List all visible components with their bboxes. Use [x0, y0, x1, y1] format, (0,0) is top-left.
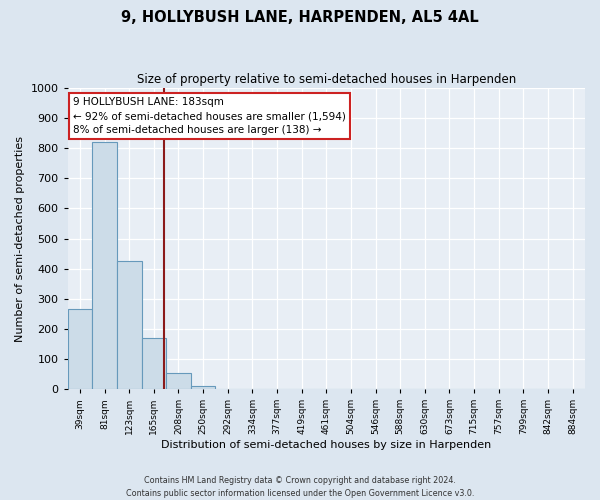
Title: Size of property relative to semi-detached houses in Harpenden: Size of property relative to semi-detach… — [137, 72, 516, 86]
X-axis label: Distribution of semi-detached houses by size in Harpenden: Distribution of semi-detached houses by … — [161, 440, 491, 450]
Text: 9, HOLLYBUSH LANE, HARPENDEN, AL5 4AL: 9, HOLLYBUSH LANE, HARPENDEN, AL5 4AL — [121, 10, 479, 25]
Bar — [191, 386, 215, 389]
Bar — [117, 261, 142, 389]
Text: 9 HOLLYBUSH LANE: 183sqm
← 92% of semi-detached houses are smaller (1,594)
8% of: 9 HOLLYBUSH LANE: 183sqm ← 92% of semi-d… — [73, 97, 346, 135]
Bar — [92, 142, 117, 389]
Bar — [142, 338, 166, 389]
Y-axis label: Number of semi-detached properties: Number of semi-detached properties — [15, 136, 25, 342]
Bar — [166, 374, 191, 389]
Text: Contains HM Land Registry data © Crown copyright and database right 2024.
Contai: Contains HM Land Registry data © Crown c… — [126, 476, 474, 498]
Bar — [68, 310, 92, 389]
